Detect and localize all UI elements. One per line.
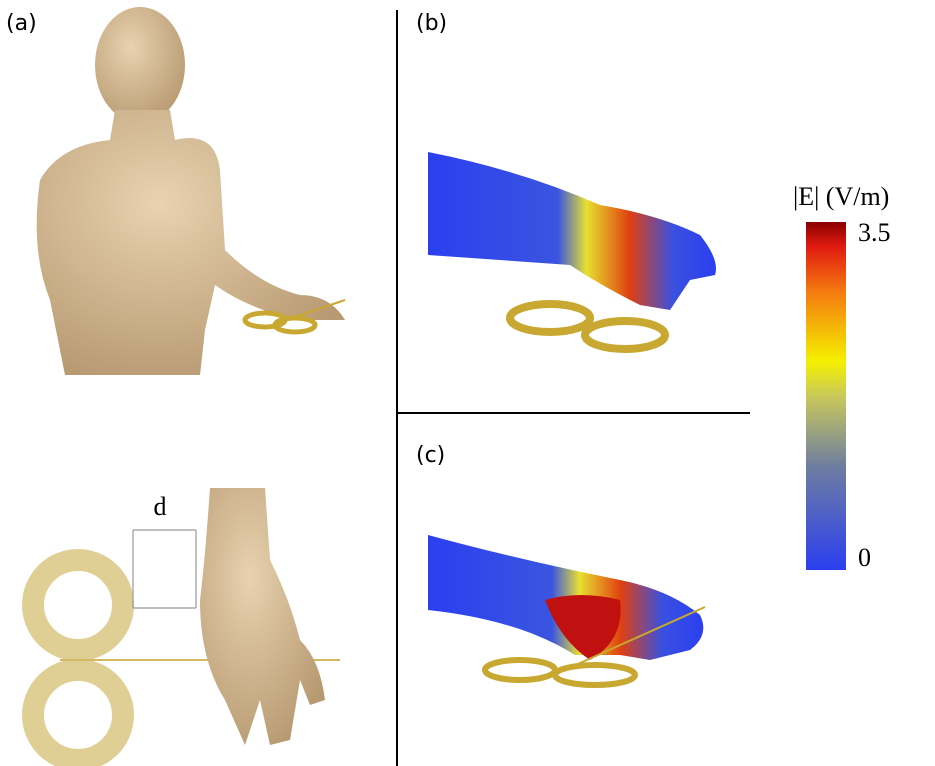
colorbar-tick-label: 3.5 [858, 218, 891, 247]
colorbar [806, 222, 846, 570]
panel-label: (c) [416, 443, 445, 468]
dimension-label: d [154, 492, 167, 521]
panel-label: (b) [416, 11, 447, 36]
coil [510, 304, 665, 349]
figure: (a) (b) (c) d |E| (V/m) 0 3.5 [0, 0, 935, 766]
dimension [133, 530, 196, 608]
colorbar-tick-label: 0 [858, 543, 871, 572]
panel-label: (a) [6, 11, 37, 36]
colorbar-label: |E| (V/m) [793, 182, 889, 211]
hand [200, 488, 325, 745]
arm-field [428, 152, 716, 310]
